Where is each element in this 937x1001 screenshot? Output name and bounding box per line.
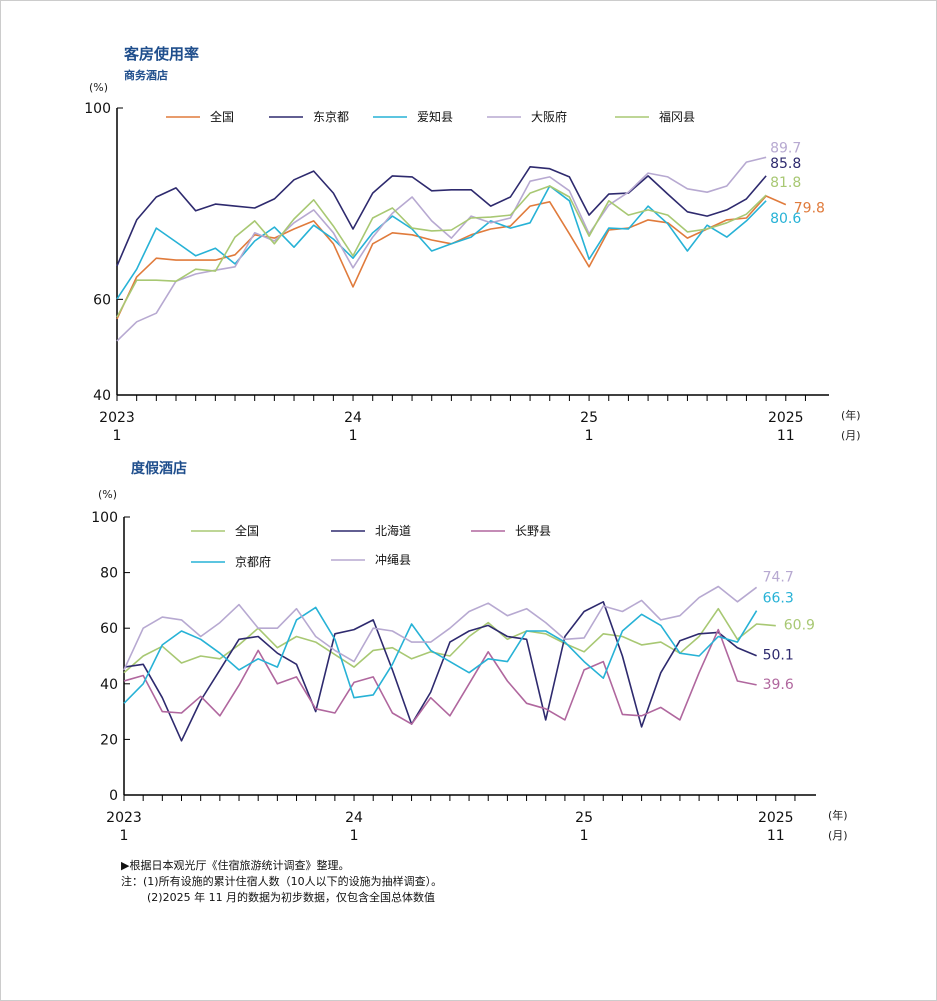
top-chart-subtitle: 商务酒店	[124, 69, 168, 82]
chart2-end-label: 74.7	[763, 569, 794, 585]
chart1-series-line	[116, 166, 767, 267]
chart1-series-line	[116, 156, 767, 342]
chart1-y-tick-label: 40	[93, 388, 111, 404]
chart1-x-tick-month: 11	[777, 428, 795, 444]
chart1-y-tick-label: 100	[84, 101, 111, 117]
chart2-y-tick-label: 60	[100, 621, 118, 637]
chart1-x-tick-month: 1	[349, 428, 358, 444]
chart2-y-tick-label: 100	[91, 510, 118, 526]
chart1-x-tick-month: 1	[585, 428, 594, 444]
chart1-x-tick-year: 2023	[99, 410, 135, 426]
chart2-x-tick-year: 2023	[106, 810, 142, 826]
chart1-end-label: 85.8	[770, 156, 801, 172]
chart2-legend-label: 长野县	[515, 524, 551, 538]
chart2-series-line	[123, 628, 757, 725]
chart2-y-tick-label: 80	[100, 566, 118, 582]
chart1-x-tick-year: 24	[344, 410, 362, 426]
chart2-end-label: 66.3	[763, 591, 794, 607]
top-chart-title: 客房使用率	[124, 45, 200, 63]
chart1-legend-label: 大阪府	[531, 109, 567, 124]
chart2-x-unit-year: (年)	[828, 808, 848, 822]
footnote-2: (2)2025 年 11 月的数据为初步数据，仅包含全国总体数值	[147, 891, 436, 904]
chart1-y-tick-label: 60	[93, 292, 111, 308]
chart1-end-label: 89.7	[770, 140, 801, 156]
chart1-legend-label: 爱知县	[417, 110, 453, 124]
chart2-legend-label: 北海道	[375, 523, 411, 538]
chart2-end-label: 39.6	[763, 677, 794, 693]
chart1-y-unit: (%)	[89, 81, 108, 94]
chart2-x-unit-month: (月)	[828, 829, 848, 842]
chart2-series-line	[123, 585, 758, 671]
chart1-end-label: 80.6	[770, 211, 801, 227]
chart1-x-tick-month: 1	[113, 428, 122, 444]
chart2-series-line	[123, 606, 758, 704]
chart2-legend-label: 全国	[235, 523, 259, 538]
chart2-x-tick-month: 1	[120, 828, 129, 844]
chart2-legend-label: 冲绳县	[375, 552, 411, 567]
chart2-x-tick-year: 24	[345, 810, 363, 826]
chart1-series-line	[116, 185, 767, 318]
chart2-legend-label: 京都府	[235, 554, 271, 569]
chart1-x-tick-year: 25	[580, 410, 598, 426]
chart1-end-label: 79.8	[794, 201, 825, 217]
bottom-chart-title: 度假酒店	[131, 461, 187, 477]
chart2-x-tick-year: 25	[575, 810, 593, 826]
chart1-series-line	[116, 195, 787, 320]
chart2-y-tick-label: 0	[109, 788, 118, 804]
chart2-end-label: 50.1	[763, 648, 794, 664]
chart2-end-label: 60.9	[784, 618, 815, 634]
chart1-x-unit-month: (月)	[841, 429, 861, 442]
chart2-y-unit: (%)	[98, 488, 117, 501]
chart1-series-line	[116, 185, 767, 300]
chart2-y-tick-label: 20	[100, 732, 118, 748]
chart1-legend-label: 全国	[210, 109, 234, 124]
chart2-series-line	[123, 600, 757, 742]
chart2-series-line	[123, 607, 776, 674]
chart2-x-tick-month: 1	[580, 828, 589, 844]
chart2-x-tick-year: 2025	[758, 810, 794, 826]
footnote-1: 注：(1)所有设施的累计住宿人数（10人以下的设施为抽样调查）。	[121, 875, 443, 888]
chart2-x-tick-month: 11	[767, 828, 785, 844]
source-note: ▶根据日本观光厅《住宿旅游统计调查》整理。	[121, 859, 350, 872]
chart1-legend-label: 东京都	[313, 110, 349, 124]
chart1-x-unit-year: (年)	[841, 408, 861, 422]
chart2-y-tick-label: 40	[100, 677, 118, 693]
chart2-x-tick-month: 1	[350, 828, 359, 844]
chart1-x-tick-year: 2025	[768, 410, 804, 426]
chart1-end-label: 81.8	[770, 175, 801, 191]
chart1-legend-label: 福冈县	[659, 109, 695, 124]
